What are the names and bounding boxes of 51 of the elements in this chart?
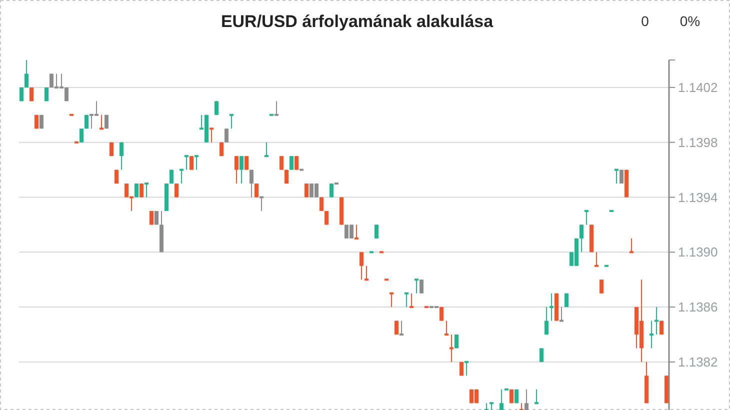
candlestick — [544, 306, 548, 336]
y-tick-label: 1.1382 — [678, 354, 718, 370]
candlestick — [444, 320, 448, 336]
candlestick — [630, 238, 634, 254]
y-tick-label: 1.1398 — [678, 134, 718, 150]
candlestick — [594, 252, 598, 267]
candlestick — [490, 402, 494, 410]
y-tick-label: 1.1402 — [678, 80, 718, 95]
y-tick-label: 1.1386 — [678, 300, 718, 315]
candlestick — [210, 128, 214, 143]
candlestick — [404, 292, 408, 308]
candlestick — [550, 292, 554, 322]
candlestick — [414, 278, 418, 294]
candlestick — [524, 388, 528, 410]
candlestick — [650, 320, 654, 349]
candlestick — [464, 360, 468, 376]
candlestick — [364, 265, 368, 281]
candlestick — [584, 210, 588, 226]
candlestick — [24, 60, 28, 88]
candlestick — [520, 402, 524, 410]
candlestick — [450, 334, 454, 362]
candlestick — [260, 196, 264, 212]
candlestick — [144, 182, 148, 198]
candlestick — [360, 252, 364, 280]
text: 0% — [680, 13, 700, 29]
text: 0 — [641, 13, 650, 29]
candlestick — [100, 114, 104, 130]
candlestick — [230, 114, 234, 130]
y-tick-label: 1.1390 — [678, 244, 718, 260]
candlestick — [240, 156, 244, 184]
candlestick — [354, 224, 358, 240]
candlestick — [274, 100, 278, 116]
candlestick — [400, 320, 404, 336]
y-tick-label: 1.1394 — [678, 190, 718, 205]
candlestick — [484, 402, 488, 410]
candlestick — [234, 156, 238, 184]
candlestick — [654, 306, 658, 336]
candlestick — [194, 155, 198, 170]
candlestick — [500, 388, 504, 410]
candlestick — [184, 155, 188, 170]
candlestick — [250, 169, 254, 198]
candlestick — [264, 142, 268, 158]
candlestick — [410, 292, 414, 308]
candlestick — [180, 168, 184, 184]
candlestick — [614, 168, 618, 184]
candlestick — [390, 292, 394, 308]
chart-title: EUR/USD árfolyamának alakulása — [220, 12, 494, 31]
candlestick — [560, 306, 564, 322]
candlestick — [580, 224, 584, 253]
candlestick — [534, 388, 538, 404]
candlestick — [120, 142, 124, 170]
